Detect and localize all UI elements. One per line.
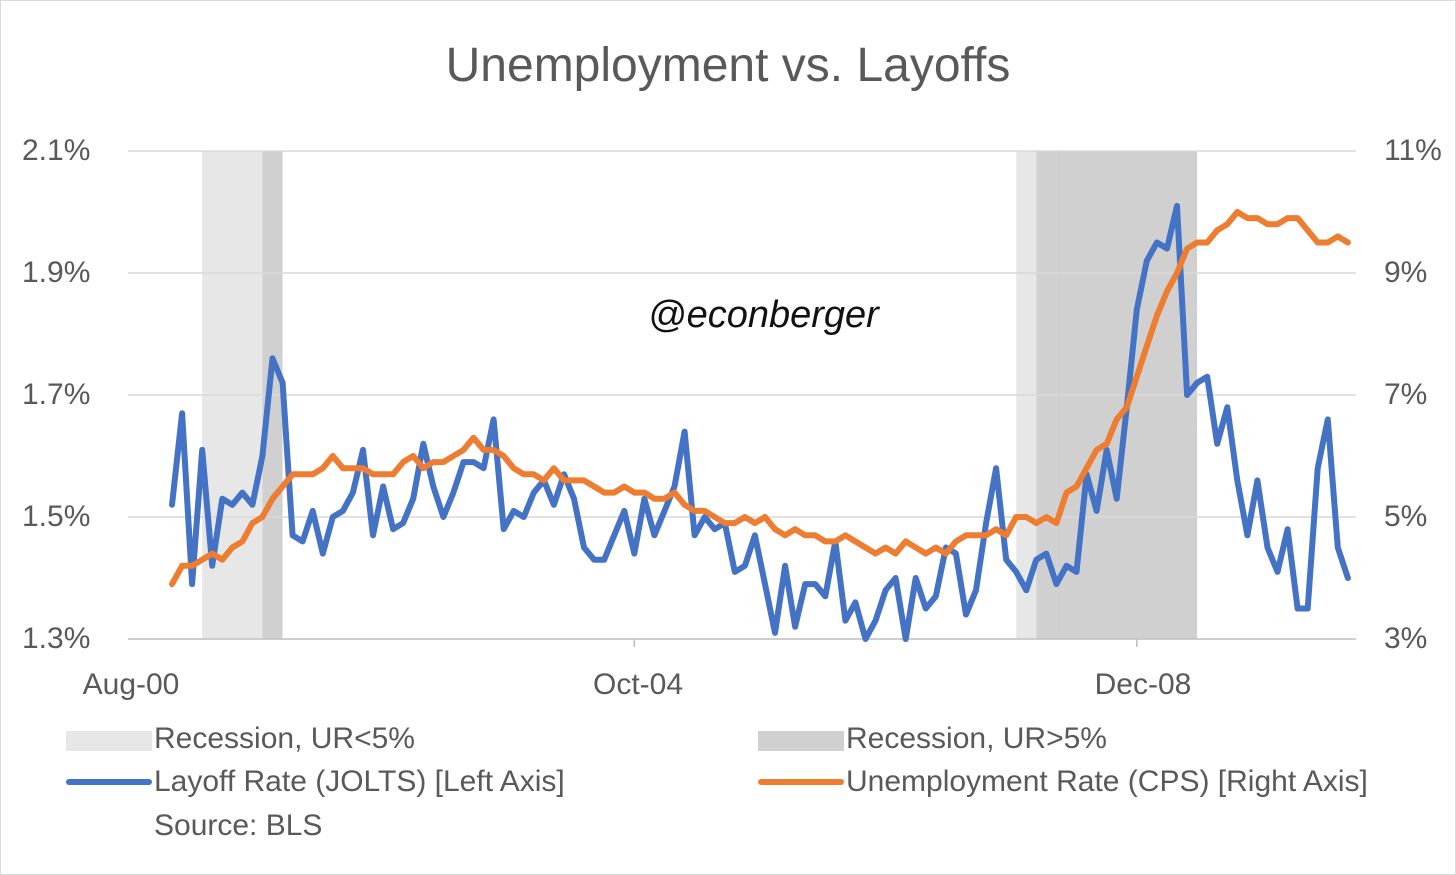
legend-swatch-unemployment-line <box>758 779 844 785</box>
x-tick-label: Aug-00 <box>82 668 180 701</box>
watermark: @econberger <box>648 294 879 336</box>
y-right-tick-label: 5% <box>1384 500 1428 533</box>
y-left-tick-label: 2.1% <box>22 134 91 167</box>
y-left-tick-label: 1.3% <box>22 622 91 655</box>
unemployment-rate-line <box>169 209 1351 588</box>
y-right-tick-label: 11% <box>1384 134 1442 167</box>
legend-label-recession-high: Recession, UR>5% <box>846 722 1107 755</box>
y-right-tick-label: 9% <box>1384 256 1428 289</box>
y-left-tick-label: 1.5% <box>22 500 91 533</box>
legend-label-unemployment: Unemployment Rate (CPS) [Right Axis] <box>846 765 1368 798</box>
y-left-tick-label: 1.7% <box>22 378 91 411</box>
legend-label-recession-low: Recession, UR<5% <box>154 722 415 755</box>
source-note: Source: BLS <box>154 809 323 842</box>
legend-label-layoff: Layoff Rate (JOLTS) [Left Axis] <box>154 765 565 798</box>
y-right-tick-label: 7% <box>1384 378 1428 411</box>
chart-title: Unemployment vs. Layoffs <box>445 39 1011 92</box>
legend-swatch-recession-low <box>66 731 152 751</box>
x-tick-label: Oct-04 <box>592 668 684 701</box>
y-left-tick-label: 1.9% <box>22 256 91 289</box>
layoff-rate-line <box>169 202 1351 642</box>
y-right-tick-label: 3% <box>1384 622 1428 655</box>
legend-swatch-layoff-line <box>66 779 152 785</box>
x-tick-label: Dec-08 <box>1094 668 1192 701</box>
legend-swatch-recession-high <box>758 731 844 751</box>
